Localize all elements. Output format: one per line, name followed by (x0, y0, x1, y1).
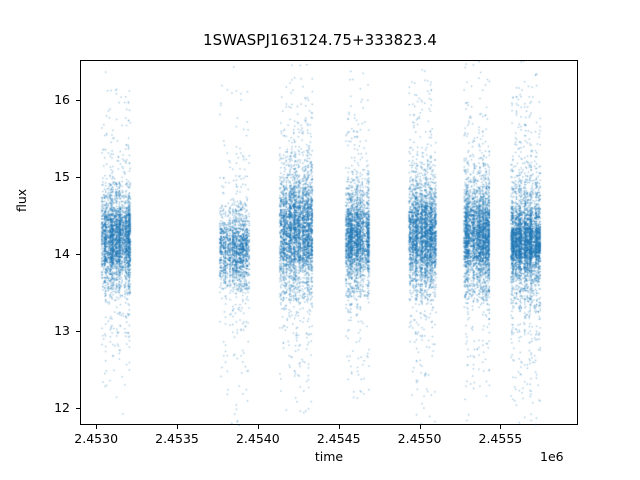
x-tick-mark (257, 425, 259, 429)
x-tick-label: 2.4530 (74, 431, 119, 446)
x-tick-label: 2.4550 (397, 431, 442, 446)
y-tick-label: 14 (54, 246, 70, 262)
y-tick-mark (76, 331, 80, 333)
x-axis-offset-text: 1e6 (540, 449, 564, 464)
x-tick-mark (338, 425, 340, 429)
page-title: 1SWASPJ163124.75+333823.4 (202, 31, 438, 49)
x-tick-mark (419, 425, 421, 429)
y-tick-mark (76, 254, 80, 256)
x-tick-mark (500, 425, 502, 429)
plot-axes-area (80, 60, 579, 426)
y-tick-label: 12 (54, 400, 70, 416)
y-tick-mark (76, 177, 80, 179)
y-axis-label: flux (14, 188, 29, 212)
x-tick-mark (96, 425, 98, 429)
x-axis-label: time (314, 449, 344, 464)
x-tick-mark (177, 425, 179, 429)
y-tick-label: 15 (54, 169, 70, 185)
x-tick-label: 2.4540 (235, 431, 280, 446)
y-tick-mark (76, 100, 80, 102)
scatter-plot-canvas (81, 61, 579, 426)
y-tick-label: 16 (54, 92, 70, 108)
y-tick-mark (76, 408, 80, 410)
x-tick-label: 2.4535 (155, 431, 199, 446)
y-tick-label: 13 (54, 323, 70, 339)
x-tick-label: 2.4545 (316, 431, 361, 446)
x-tick-label: 2.4555 (478, 431, 523, 446)
